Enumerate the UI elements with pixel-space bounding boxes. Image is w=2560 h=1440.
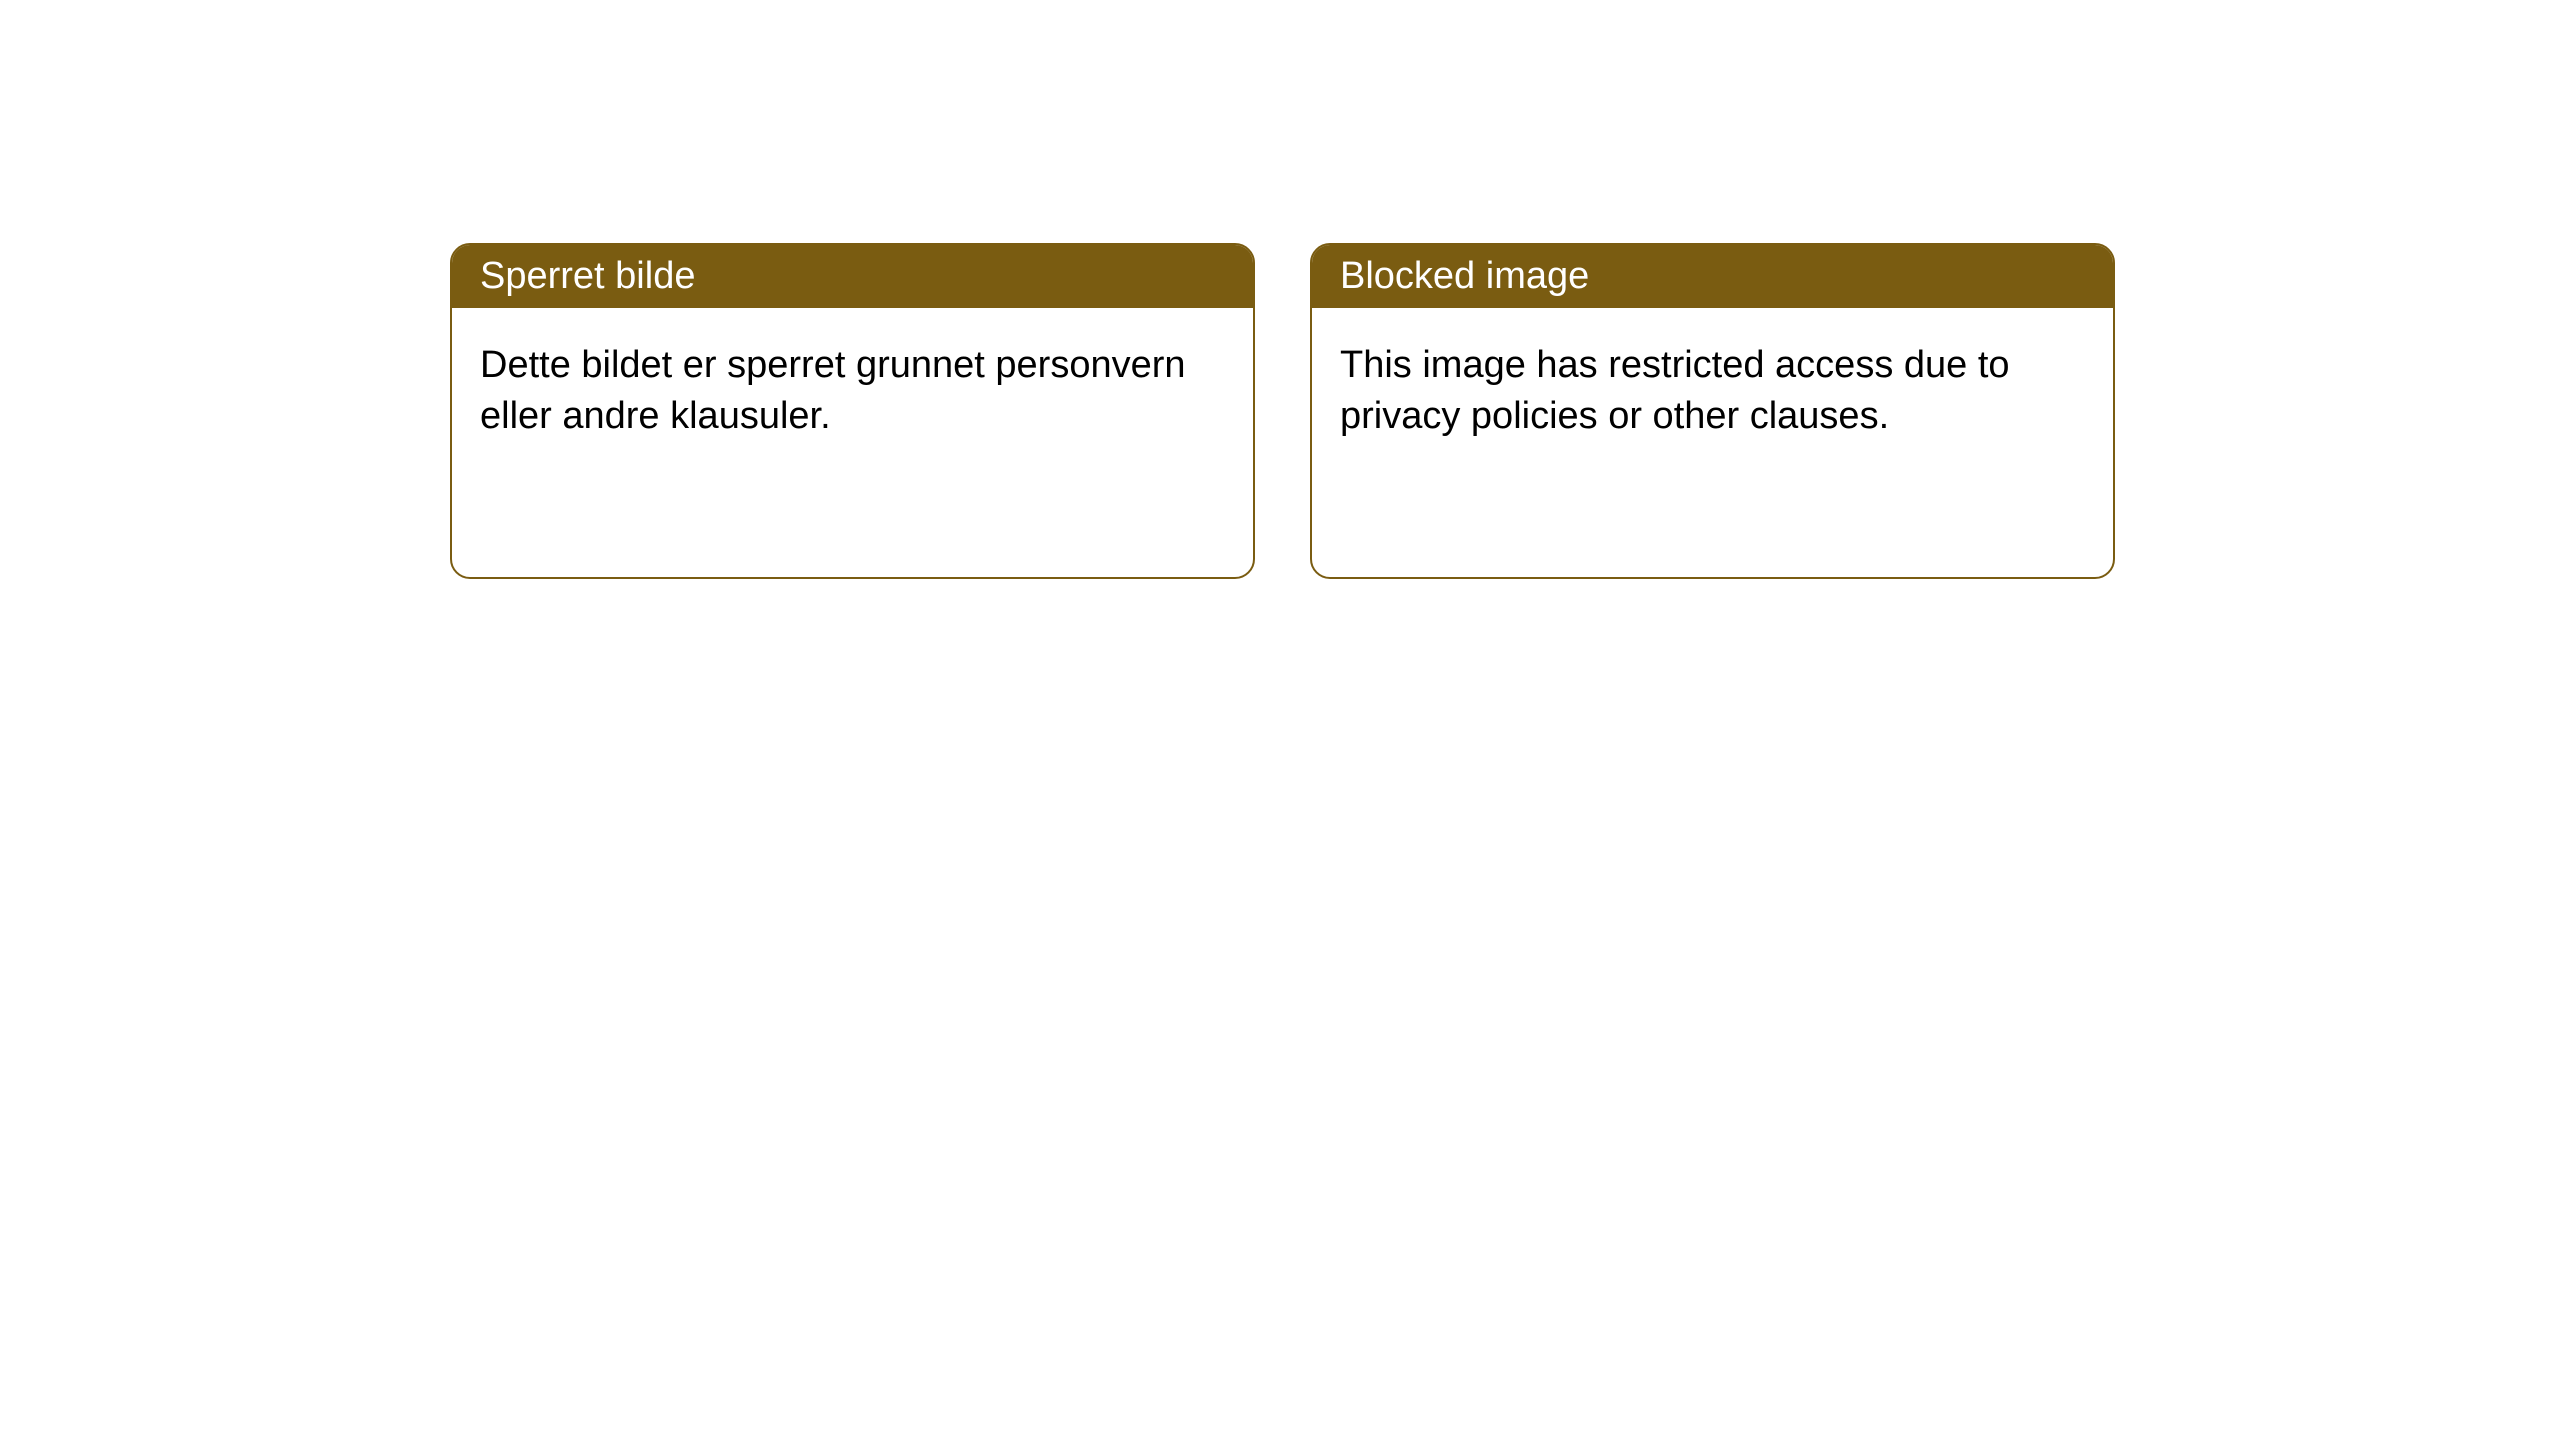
card-title: Blocked image — [1340, 255, 1589, 297]
blocked-image-card-no: Sperret bilde Dette bildet er sperret gr… — [450, 243, 1255, 579]
card-header: Blocked image — [1312, 245, 2113, 308]
blocked-image-card-en: Blocked image This image has restricted … — [1310, 243, 2115, 579]
card-title: Sperret bilde — [480, 255, 695, 297]
card-header: Sperret bilde — [452, 245, 1253, 308]
card-body-text: This image has restricted access due to … — [1340, 344, 2010, 437]
card-body-text: Dette bildet er sperret grunnet personve… — [480, 344, 1186, 437]
card-body: Dette bildet er sperret grunnet personve… — [452, 308, 1253, 475]
card-body: This image has restricted access due to … — [1312, 308, 2113, 475]
notice-container: Sperret bilde Dette bildet er sperret gr… — [0, 0, 2560, 579]
